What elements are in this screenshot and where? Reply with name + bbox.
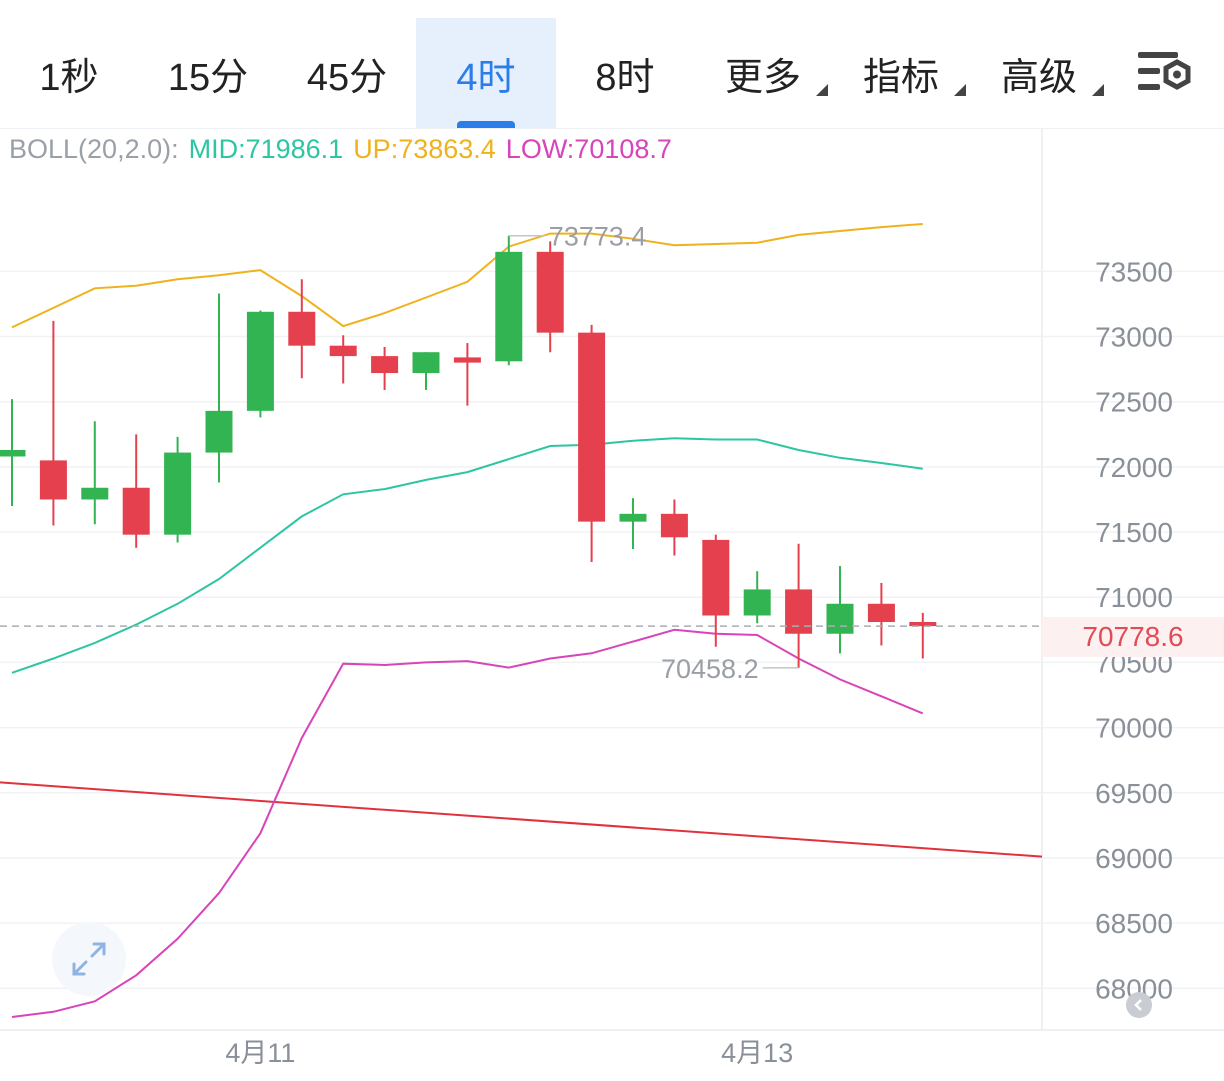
candle-up: [412, 352, 440, 390]
candle-up: [619, 498, 647, 550]
candle-body: [702, 539, 730, 616]
candle-body: [39, 460, 67, 500]
candle-down: [785, 543, 813, 668]
candle-body: [205, 410, 233, 453]
y-tick-label: 72000: [1095, 452, 1173, 483]
boll-low-line: [11, 628, 924, 1018]
tab-label: 45分: [306, 56, 388, 99]
tab-45m[interactable]: 45分: [278, 18, 416, 128]
x-tick-label: 4月13: [721, 1038, 793, 1068]
candle-up: [826, 565, 854, 654]
candle-body: [785, 589, 813, 634]
chevron-left-icon: [1134, 999, 1142, 1011]
candle-down: [867, 582, 895, 646]
tab-indicators[interactable]: 指标: [832, 18, 970, 128]
scroll-to-latest-button[interactable]: [1126, 992, 1152, 1018]
candle-body: [412, 352, 440, 374]
candle-down: [660, 499, 688, 556]
max-price-annotation: 73773.4: [549, 222, 647, 252]
y-tick-label: 70000: [1095, 713, 1173, 744]
tab-label: 8时: [595, 56, 655, 99]
y-tick-label: 72500: [1095, 387, 1173, 418]
tab-label: 更多: [724, 56, 801, 99]
candle-up: [246, 310, 274, 418]
timeframe-tab-bar: 1秒 15分 45分 4时 8时 更多 指标 高级: [0, 0, 1224, 129]
candle-down: [39, 320, 67, 526]
x-tick-label: 4月11: [225, 1038, 295, 1068]
candle-body: [371, 356, 399, 374]
candle-down: [122, 434, 150, 548]
candle-body: [743, 589, 771, 616]
candle-body: [495, 251, 523, 362]
boll-low-value: LOW:70108.7: [505, 134, 672, 164]
tab-15m[interactable]: 15分: [138, 18, 278, 128]
candle-body: [164, 452, 192, 535]
boll-up-line: [11, 223, 923, 329]
y-tick-label: 73500: [1095, 256, 1173, 287]
expand-arrows-icon: [72, 942, 106, 976]
candle-up: [205, 293, 233, 483]
y-tick-label: 68500: [1095, 908, 1173, 939]
min-price-annotation: 70458.2: [661, 654, 759, 684]
candle-down: [536, 241, 564, 353]
boll-up-value: UP:73863.4: [353, 134, 496, 164]
tab-label: 1秒: [39, 56, 99, 99]
candle-body: [536, 251, 564, 333]
candle-body: [578, 332, 606, 522]
tab-label: 15分: [167, 56, 249, 99]
tab-advanced[interactable]: 高级: [970, 18, 1108, 128]
candle-body: [81, 487, 109, 500]
candle-up: [0, 399, 26, 507]
candle-body: [909, 622, 937, 627]
candle-down: [702, 534, 730, 647]
candle-body: [826, 603, 854, 634]
candle-body: [122, 487, 150, 535]
candle-body: [288, 311, 316, 346]
candle-body: [246, 311, 274, 411]
candle-down: [371, 346, 399, 390]
tab-8h[interactable]: 8时: [556, 18, 694, 128]
candle-down: [329, 335, 357, 384]
boll-mid-value: MID:71986.1: [188, 134, 344, 164]
tab-4h[interactable]: 4时: [416, 18, 556, 128]
y-tick-label: 69000: [1095, 843, 1173, 874]
chart-settings-icon: [1138, 52, 1191, 90]
tab-label: 4时: [456, 56, 516, 99]
tab-label: 高级: [1000, 56, 1077, 99]
candle-down: [453, 343, 481, 406]
tab-more[interactable]: 更多: [694, 18, 832, 128]
y-tick-label: 71500: [1095, 517, 1173, 548]
y-tick-label: 69500: [1095, 778, 1173, 809]
y-tick-label: 73000: [1095, 322, 1173, 353]
candle-down: [578, 324, 606, 563]
candle-up: [164, 436, 192, 543]
candle-body: [329, 345, 357, 357]
candle-body: [619, 513, 647, 522]
candle-body: [453, 357, 481, 363]
dropdown-corner-icon: [1092, 84, 1104, 96]
boll-legend-name: BOLL(20,2.0):: [9, 134, 179, 164]
last-price-label: 70778.6: [1042, 617, 1224, 657]
dropdown-corner-icon: [954, 84, 966, 96]
candle-up: [743, 571, 771, 624]
y-tick-label: 71000: [1095, 582, 1173, 613]
fullscreen-button[interactable]: [52, 922, 126, 996]
candle-body: [660, 513, 688, 538]
candle-down: [288, 279, 316, 379]
boll-mid-line: [11, 437, 923, 674]
tab-1s[interactable]: 1秒: [0, 18, 138, 128]
candle-body: [0, 449, 26, 457]
trend-line: [0, 781, 1043, 858]
candle-down: [909, 612, 937, 659]
dropdown-corner-icon: [816, 84, 828, 96]
active-tab-indicator: [457, 121, 515, 128]
candle-body: [867, 603, 895, 623]
candle-up: [81, 421, 109, 525]
boll-legend: BOLL(20,2.0): MID:71986.1 UP:73863.4 LOW:70…: [9, 134, 682, 165]
chart-settings-button[interactable]: [1136, 48, 1194, 98]
tab-label: 指标: [862, 56, 939, 99]
candle-up: [495, 235, 523, 366]
